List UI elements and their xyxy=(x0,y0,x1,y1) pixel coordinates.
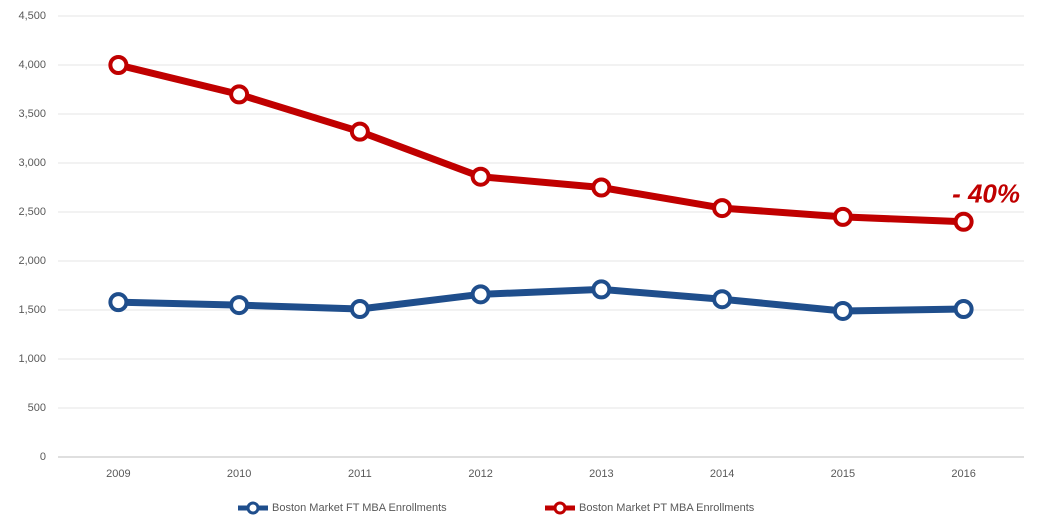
point xyxy=(712,198,733,219)
point xyxy=(349,299,370,320)
x-tick-label: 2009 xyxy=(106,468,130,480)
x-tick-label: 2014 xyxy=(710,468,734,480)
annotation: - 40% xyxy=(952,179,1020,209)
y-tick-label: 0 xyxy=(40,451,46,463)
x-tick-label: 2016 xyxy=(951,468,975,480)
y-tick-label: 500 xyxy=(28,402,46,414)
point xyxy=(953,211,974,232)
y-tick-label: 4,000 xyxy=(18,59,46,71)
x-tick-label: 2010 xyxy=(227,468,251,480)
y-tick-label: 3,500 xyxy=(18,108,46,120)
point xyxy=(470,166,491,187)
y-tick-label: 4,500 xyxy=(18,10,46,22)
x-tick-label: 2015 xyxy=(831,468,855,480)
point xyxy=(832,300,853,321)
series-line xyxy=(117,61,964,226)
y-tick-label: 1,000 xyxy=(18,353,46,365)
y-tick-label: 1,500 xyxy=(18,304,46,316)
legend-label: Boston Market PT MBA Enrollments xyxy=(579,502,755,514)
legend-marker xyxy=(553,501,567,515)
point xyxy=(591,279,612,300)
y-tick-label: 3,000 xyxy=(18,157,46,169)
point xyxy=(712,289,733,310)
point xyxy=(229,295,250,316)
point xyxy=(229,84,250,105)
point xyxy=(832,206,853,227)
series-line xyxy=(118,285,964,315)
point xyxy=(953,299,974,320)
x-tick-label: 2012 xyxy=(468,468,492,480)
point xyxy=(108,292,129,313)
point xyxy=(349,121,370,142)
point xyxy=(108,55,129,75)
x-tick-label: 2013 xyxy=(589,468,613,480)
y-tick-label: 2,500 xyxy=(18,206,46,218)
point xyxy=(591,177,612,198)
legend-marker xyxy=(246,501,260,515)
x-tick-label: 2011 xyxy=(348,468,372,480)
point xyxy=(470,284,491,305)
legend-label: Boston Market FT MBA Enrollments xyxy=(272,502,447,514)
y-tick-label: 2,000 xyxy=(18,255,46,267)
